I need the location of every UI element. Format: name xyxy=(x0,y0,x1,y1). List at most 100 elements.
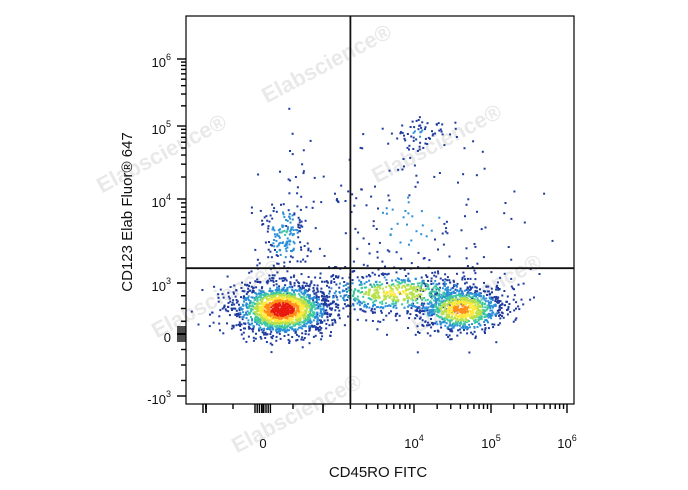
event-dot xyxy=(268,328,271,330)
event-dot xyxy=(301,292,304,295)
event-dot xyxy=(312,335,315,338)
event-dot xyxy=(302,308,305,311)
event-dot xyxy=(261,307,264,310)
event-dot xyxy=(416,295,419,298)
event-dot xyxy=(472,140,475,143)
event-dot xyxy=(241,281,244,284)
event-dot xyxy=(283,261,286,264)
event-dot xyxy=(381,287,384,290)
event-dot xyxy=(267,327,269,330)
event-dot xyxy=(418,282,421,285)
event-dot xyxy=(306,299,308,302)
event-dot xyxy=(463,295,466,298)
event-dot xyxy=(440,306,443,309)
event-dot xyxy=(301,346,304,349)
event-dot xyxy=(291,132,294,135)
event-dot xyxy=(497,296,500,299)
event-dot xyxy=(418,317,421,320)
event-dot xyxy=(461,300,464,303)
event-dot xyxy=(428,309,431,312)
event-dot xyxy=(244,297,247,299)
event-dot xyxy=(301,299,304,302)
event-dot xyxy=(357,298,359,301)
event-dot xyxy=(395,313,398,315)
event-dot xyxy=(389,286,392,288)
event-dot xyxy=(418,309,421,312)
event-dot xyxy=(436,323,439,326)
event-dot xyxy=(484,300,487,303)
event-dot xyxy=(324,297,327,300)
event-dot xyxy=(465,302,468,304)
event-dot xyxy=(433,330,436,332)
event-dot xyxy=(325,322,328,325)
event-dot xyxy=(487,290,490,293)
event-dot xyxy=(418,307,421,309)
event-dot xyxy=(244,299,247,301)
event-dot xyxy=(407,305,410,308)
event-dot xyxy=(398,278,400,281)
event-dot xyxy=(344,299,346,302)
event-dot xyxy=(382,306,385,309)
event-dot xyxy=(450,298,453,301)
event-dot xyxy=(276,245,279,248)
event-dot xyxy=(485,297,488,300)
event-dot xyxy=(463,308,466,311)
event-dot xyxy=(512,298,515,301)
event-dot xyxy=(378,295,380,298)
event-dot xyxy=(305,282,308,285)
event-dot xyxy=(476,290,478,293)
event-dot xyxy=(498,309,501,311)
event-dot xyxy=(426,309,429,312)
event-dot xyxy=(296,307,299,310)
event-dot xyxy=(332,278,335,280)
event-dot xyxy=(495,288,498,291)
event-dot xyxy=(446,288,449,291)
event-dot xyxy=(287,178,290,181)
event-dot xyxy=(284,321,287,324)
event-dot xyxy=(273,274,276,277)
event-dot xyxy=(472,301,475,304)
event-dot xyxy=(432,133,435,136)
event-dot xyxy=(443,222,446,225)
event-dot xyxy=(259,321,262,324)
event-dot xyxy=(330,280,333,283)
event-dot xyxy=(315,326,318,329)
event-dot xyxy=(326,319,329,322)
event-dot xyxy=(328,313,331,316)
y-tick-label: -103 xyxy=(147,389,171,407)
event-dot xyxy=(320,302,323,305)
event-dot xyxy=(272,309,275,312)
event-dot xyxy=(317,326,319,329)
event-dot xyxy=(271,343,274,346)
event-dot xyxy=(434,299,437,302)
event-dot xyxy=(486,304,489,307)
event-dot xyxy=(268,220,271,223)
event-dot xyxy=(365,281,368,283)
event-dot xyxy=(259,326,262,329)
event-dot xyxy=(249,281,252,284)
event-dot xyxy=(251,322,253,325)
event-dot xyxy=(351,270,354,273)
event-dot xyxy=(466,312,469,315)
event-dot xyxy=(459,292,462,295)
event-dot xyxy=(363,303,366,306)
event-dot xyxy=(466,299,469,302)
event-dot xyxy=(457,290,460,293)
event-dot xyxy=(420,233,423,236)
event-dot xyxy=(382,211,384,214)
event-dot xyxy=(455,296,457,299)
event-dot xyxy=(367,291,370,294)
y-tick-label: 103 xyxy=(152,276,171,294)
event-dot xyxy=(378,274,380,277)
event-dot xyxy=(380,306,383,309)
event-dot xyxy=(455,319,458,322)
event-dot xyxy=(441,279,444,282)
event-dot xyxy=(415,305,417,308)
event-dot xyxy=(252,336,255,339)
event-dot xyxy=(299,317,302,320)
event-dot xyxy=(441,287,444,290)
event-dot xyxy=(272,302,275,305)
event-dot xyxy=(406,279,409,282)
event-dot xyxy=(314,227,317,230)
event-dot xyxy=(346,290,348,293)
